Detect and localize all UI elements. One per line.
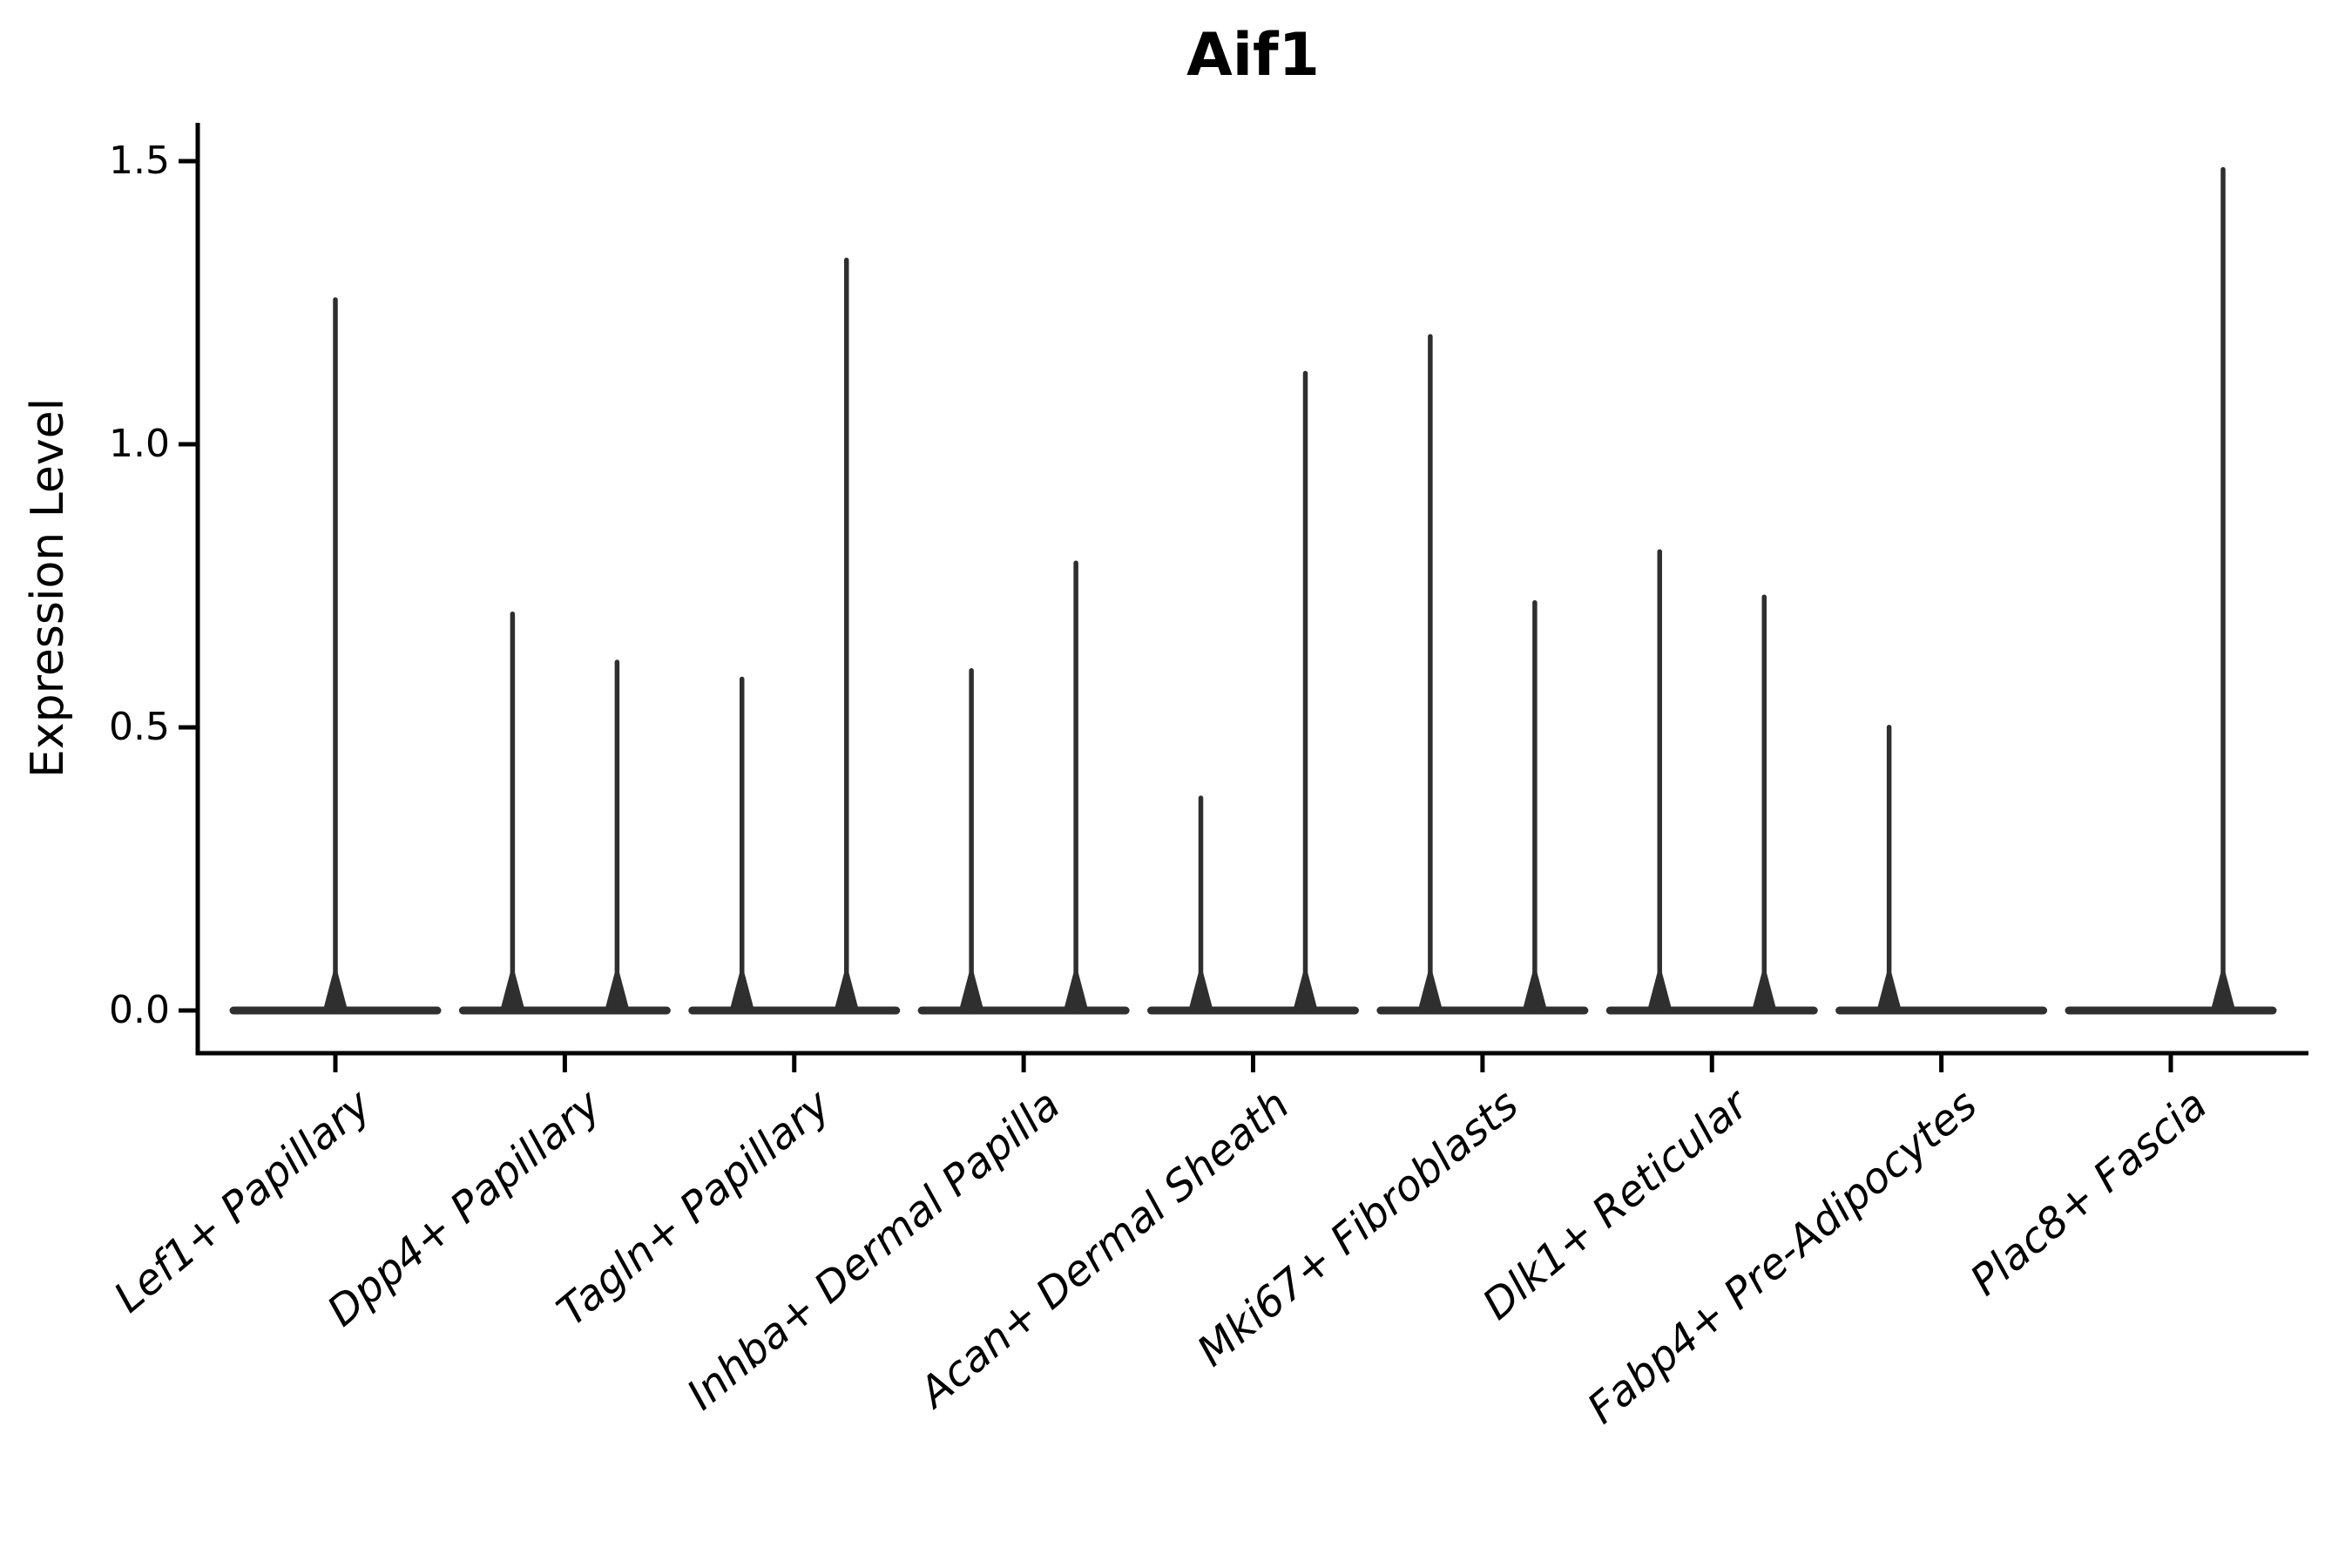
chart-title: Aif1 bbox=[1186, 21, 1320, 90]
y-tick-label: 1.0 bbox=[109, 422, 170, 466]
y-tick-label: 1.5 bbox=[109, 139, 170, 183]
y-tick-label: 0.0 bbox=[109, 988, 170, 1032]
y-tick-label: 0.5 bbox=[109, 705, 170, 749]
